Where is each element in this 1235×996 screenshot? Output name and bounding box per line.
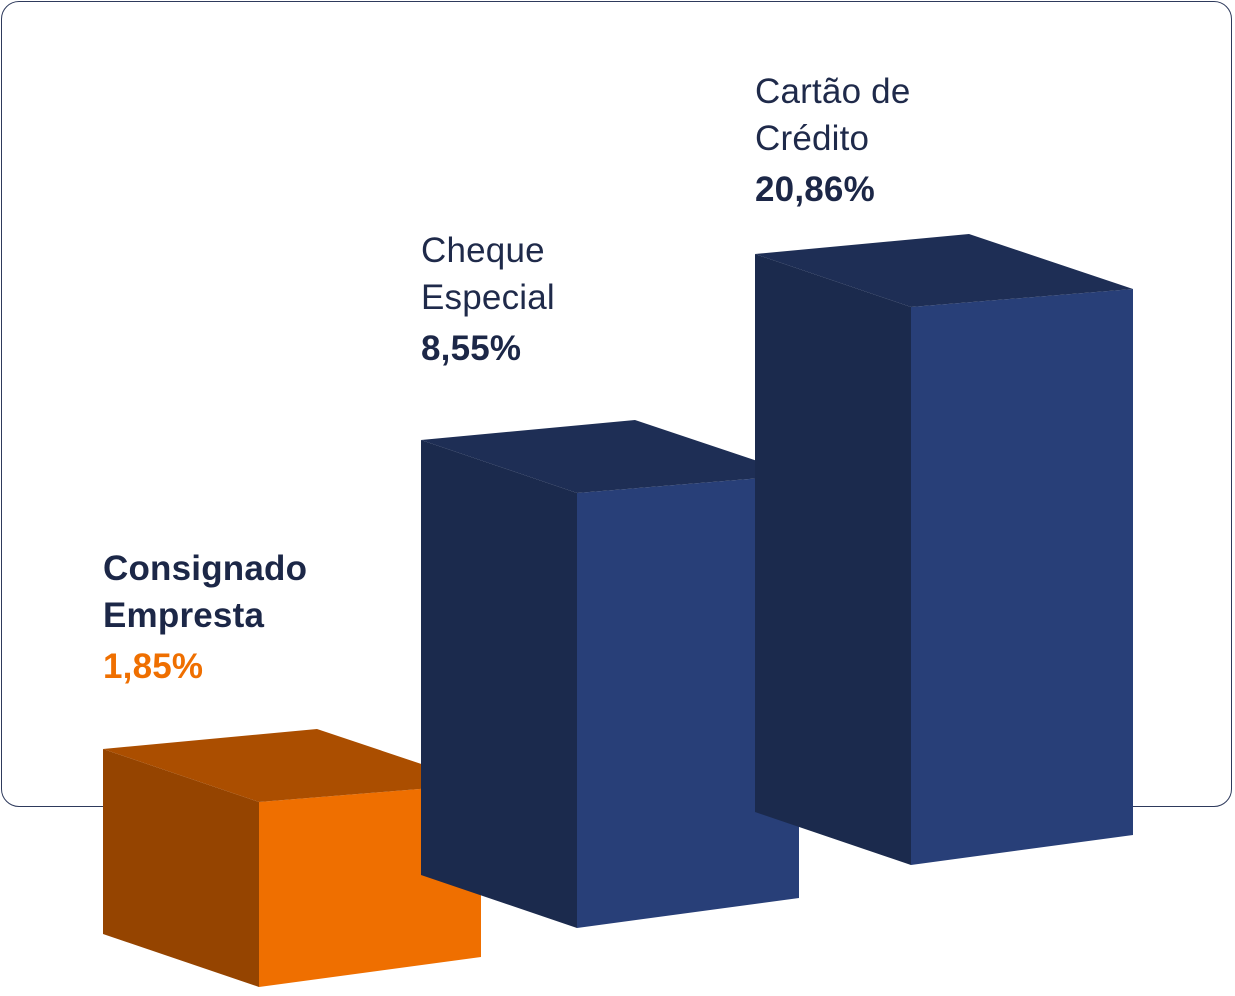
label-cartao-credito: Cartão de Crédito 20,86% bbox=[755, 68, 911, 213]
bar-top-consignado bbox=[103, 729, 481, 802]
bar-top-cartao bbox=[755, 234, 1133, 307]
category-label-cartao-line1: Cartão de bbox=[755, 72, 911, 111]
bar-top-cheque bbox=[421, 420, 799, 493]
bar-side-cheque bbox=[421, 440, 577, 928]
bar-cheque bbox=[577, 475, 799, 928]
value-label-cartao: 20,86% bbox=[755, 170, 875, 209]
category-label-consignado-line1: Consignado bbox=[103, 549, 308, 588]
bar-side-consignado bbox=[103, 749, 259, 987]
label-cheque-especial: Cheque Especial 8,55% bbox=[421, 227, 555, 372]
label-consignado: Consignado Empresta 1,85% bbox=[103, 545, 307, 690]
category-label-cheque-line1: Cheque bbox=[421, 231, 545, 270]
bar-cartao bbox=[911, 289, 1133, 865]
category-label-cartao-line2: Crédito bbox=[755, 119, 870, 158]
category-label-consignado-line2: Empresta bbox=[103, 596, 265, 635]
value-label-consignado: 1,85% bbox=[103, 647, 204, 686]
value-label-cheque: 8,55% bbox=[421, 329, 522, 368]
category-label-cheque-line2: Especial bbox=[421, 278, 555, 317]
bar-side-cartao bbox=[755, 254, 911, 865]
